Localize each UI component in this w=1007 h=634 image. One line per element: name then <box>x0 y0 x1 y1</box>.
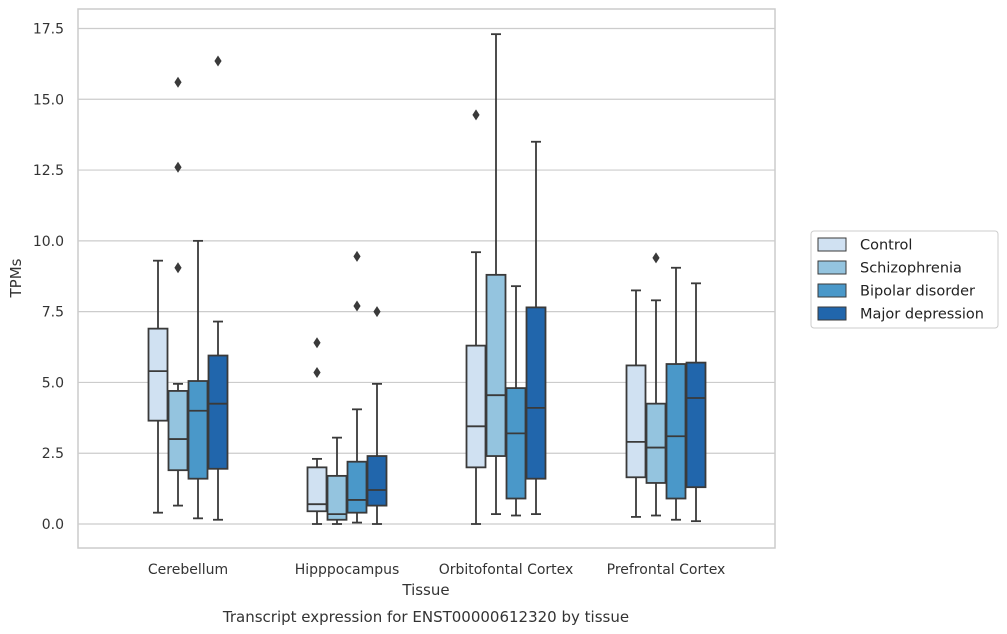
box-plot-schizophrenia <box>485 33 507 515</box>
y-tick-label: 7.5 <box>42 305 64 321</box>
legend-label: Schizophrenia <box>860 261 962 277</box>
legend-label: Bipolar disorder <box>860 284 975 300</box>
box-plot-control <box>465 109 487 525</box>
y-axis-label: TPMs <box>7 258 25 298</box>
outlier-point <box>353 300 361 312</box>
box-layer <box>147 33 707 525</box>
outlier-point <box>214 55 222 67</box>
box-plot-major-depression <box>685 282 707 523</box>
x-tick-label: Cerebellum <box>148 562 228 578</box>
y-tick-label: 15.0 <box>33 92 64 108</box>
box-plot-bipolar-disorder <box>505 285 527 517</box>
legend-label: Major depression <box>860 307 984 323</box>
outlier-point <box>472 109 480 121</box>
box <box>505 387 527 500</box>
legend-swatch <box>817 283 847 298</box>
box <box>685 361 707 489</box>
legend-label: Control <box>860 238 912 254</box>
box-plot-major-depression <box>366 306 388 525</box>
y-tick-label: 0.0 <box>42 517 64 533</box>
box-plot-control <box>625 289 647 518</box>
legend-swatch <box>817 237 847 252</box>
box <box>645 402 667 484</box>
box-plot-schizophrenia <box>167 76 189 507</box>
x-tick-label: Hipppocampus <box>295 562 400 578</box>
box <box>485 273 507 457</box>
box <box>306 466 328 513</box>
box-plot-schizophrenia <box>326 436 348 525</box>
outlier-point <box>174 262 182 274</box>
box-plot-major-depression <box>525 140 547 515</box>
plot-frame <box>77 8 776 549</box>
box <box>346 460 368 514</box>
legend-swatch <box>817 260 847 275</box>
x-axis-ticks: Cerebellum Hipppocampus Orbitofontal Corte… <box>148 562 725 578</box>
box <box>187 380 209 480</box>
box-plot-control <box>306 337 328 525</box>
y-tick-label: 10.0 <box>33 234 64 250</box>
box <box>366 455 388 507</box>
y-tick-label: 17.5 <box>33 22 64 38</box>
box <box>665 363 687 500</box>
box-plot-control <box>147 259 169 514</box>
box-plot-schizophrenia <box>645 252 667 517</box>
chart-title: Transcript expression for ENST0000061232… <box>222 608 629 626</box>
legend-swatch <box>817 306 847 321</box>
outlier-point <box>174 76 182 88</box>
legend-frame <box>810 230 999 329</box>
box-plot-bipolar-disorder <box>346 250 368 524</box>
x-tick-label: Orbitofontal Cortex <box>439 562 574 578</box>
box <box>207 354 229 470</box>
outlier-point <box>652 252 660 264</box>
x-axis-label: Tissue <box>401 581 449 599</box>
y-axis-ticks: 0.0 2.5 5.0 7.5 10.0 12.5 15.0 17.5 <box>33 22 64 534</box>
box <box>525 306 547 480</box>
box <box>465 344 487 469</box>
box <box>147 327 169 422</box>
box-plot-major-depression <box>207 55 229 521</box>
outlier-point <box>174 161 182 173</box>
outlier-point <box>373 306 381 318</box>
box-plot-bipolar-disorder <box>665 266 687 521</box>
box <box>625 364 647 479</box>
y-tick-label: 12.5 <box>33 163 64 179</box>
y-tick-label: 5.0 <box>42 375 64 391</box>
box-plot-bipolar-disorder <box>187 239 209 520</box>
x-tick-label: Prefrontal Cortex <box>607 562 726 578</box>
outlier-point <box>313 367 321 379</box>
box <box>167 390 189 472</box>
outlier-point <box>313 337 321 349</box>
legend: Control Schizophrenia Bipolar disorder Majo… <box>810 230 999 329</box>
outlier-point <box>353 250 361 262</box>
box <box>326 474 348 521</box>
y-tick-label: 2.5 <box>42 446 64 462</box>
